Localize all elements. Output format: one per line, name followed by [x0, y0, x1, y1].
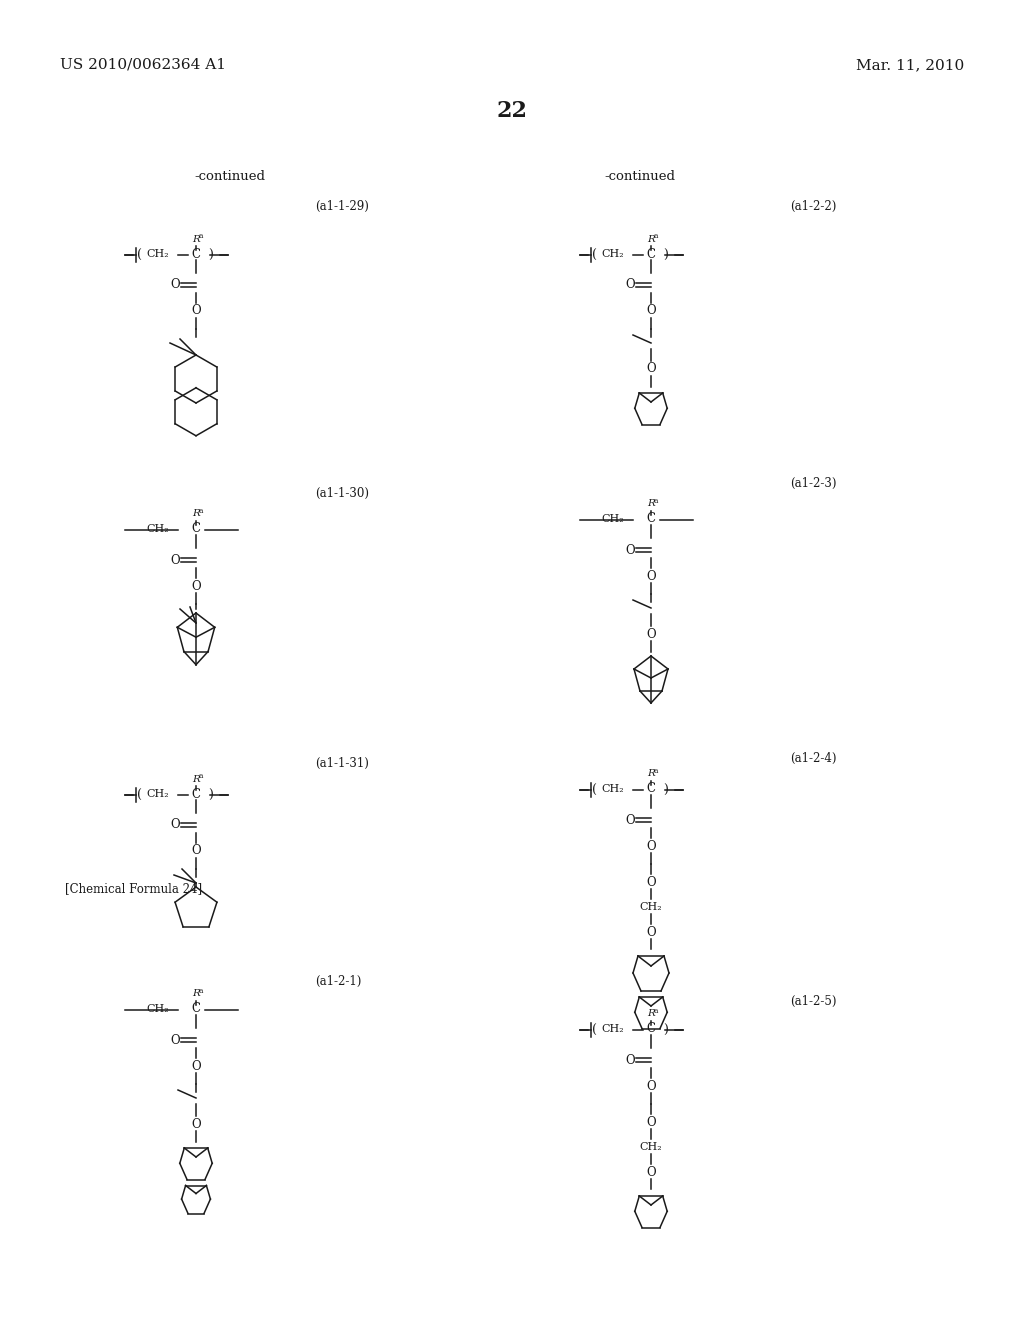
Text: CH₂: CH₂ [146, 524, 169, 535]
Text: O: O [646, 305, 655, 318]
Text: R: R [647, 499, 655, 508]
Text: ): ) [208, 248, 213, 261]
Text: O: O [191, 579, 201, 593]
Text: (: ( [592, 248, 597, 261]
Text: 22: 22 [497, 100, 527, 121]
Text: (a1-2-3): (a1-2-3) [790, 477, 837, 490]
Text: a: a [199, 507, 203, 515]
Text: O: O [626, 813, 635, 826]
Text: (a1-2-1): (a1-2-1) [315, 975, 361, 987]
Text: CH₂: CH₂ [640, 1142, 663, 1152]
Text: O: O [646, 840, 655, 853]
Text: (a1-1-31): (a1-1-31) [315, 756, 369, 770]
Text: C: C [646, 1023, 655, 1035]
Text: O: O [170, 818, 180, 832]
Text: (a1-2-5): (a1-2-5) [790, 995, 837, 1008]
Text: O: O [646, 569, 655, 582]
Text: a: a [653, 232, 658, 240]
Text: R: R [647, 235, 655, 243]
Text: CH₂: CH₂ [602, 249, 625, 259]
Text: CH₂: CH₂ [146, 249, 169, 259]
Text: a: a [199, 987, 203, 995]
Text: (a1-1-30): (a1-1-30) [315, 487, 369, 500]
Text: C: C [191, 248, 201, 260]
Text: O: O [170, 279, 180, 292]
Text: R: R [647, 770, 655, 779]
Text: C: C [191, 523, 201, 536]
Text: R: R [193, 510, 200, 519]
Text: a: a [199, 232, 203, 240]
Text: R: R [647, 1010, 655, 1019]
Text: ): ) [663, 1023, 668, 1036]
Text: (a1-2-4): (a1-2-4) [790, 752, 837, 766]
Text: (a1-2-2): (a1-2-2) [790, 201, 837, 213]
Text: CH₂: CH₂ [602, 1024, 625, 1034]
Text: O: O [646, 627, 655, 640]
Text: C: C [646, 248, 655, 260]
Text: O: O [191, 1060, 201, 1072]
Text: ): ) [663, 248, 668, 261]
Text: C: C [191, 788, 201, 800]
Text: CH₂: CH₂ [640, 902, 663, 912]
Text: O: O [646, 363, 655, 375]
Text: Mar. 11, 2010: Mar. 11, 2010 [856, 58, 964, 73]
Text: O: O [646, 1115, 655, 1129]
Text: CH₂: CH₂ [146, 789, 169, 799]
Text: [Chemical Formula 24]: [Chemical Formula 24] [65, 882, 202, 895]
Text: a: a [653, 767, 658, 775]
Text: (: ( [592, 784, 597, 796]
Text: O: O [191, 305, 201, 318]
Text: C: C [191, 1002, 201, 1015]
Text: C: C [646, 783, 655, 796]
Text: CH₂: CH₂ [602, 784, 625, 795]
Text: R: R [193, 775, 200, 784]
Text: a: a [653, 1007, 658, 1015]
Text: -continued: -continued [604, 170, 676, 183]
Text: -continued: -continued [195, 170, 265, 183]
Text: O: O [646, 925, 655, 939]
Text: (: ( [137, 248, 142, 261]
Text: O: O [191, 1118, 201, 1130]
Text: ): ) [663, 784, 668, 796]
Text: a: a [653, 498, 658, 506]
Text: a: a [199, 772, 203, 780]
Text: CH₂: CH₂ [602, 513, 625, 524]
Text: O: O [646, 1166, 655, 1179]
Text: US 2010/0062364 A1: US 2010/0062364 A1 [60, 58, 226, 73]
Text: ): ) [208, 788, 213, 801]
Text: (a1-1-29): (a1-1-29) [315, 201, 369, 213]
Text: O: O [626, 544, 635, 557]
Text: O: O [191, 845, 201, 858]
Text: O: O [646, 1080, 655, 1093]
Text: (: ( [137, 788, 142, 801]
Text: (: ( [592, 1023, 597, 1036]
Text: O: O [626, 1053, 635, 1067]
Text: O: O [646, 875, 655, 888]
Text: C: C [646, 512, 655, 525]
Text: R: R [193, 235, 200, 243]
Text: O: O [170, 553, 180, 566]
Text: O: O [170, 1034, 180, 1047]
Text: R: R [193, 990, 200, 998]
Text: O: O [626, 279, 635, 292]
Text: CH₂: CH₂ [146, 1005, 169, 1014]
